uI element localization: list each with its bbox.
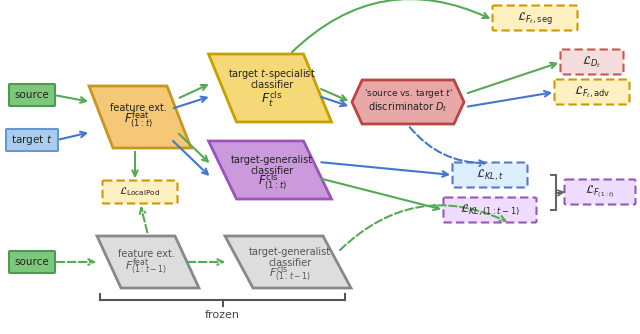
Text: $\mathcal{L}_{KL,t}$: $\mathcal{L}_{KL,t}$ (476, 167, 504, 183)
Polygon shape (89, 86, 191, 148)
Text: target-generalist: target-generalist (249, 247, 331, 257)
Text: target $t$-specialist: target $t$-specialist (228, 67, 316, 81)
FancyBboxPatch shape (102, 180, 177, 203)
Text: feature ext.: feature ext. (109, 103, 166, 113)
Text: classifier: classifier (250, 80, 294, 90)
Polygon shape (209, 54, 332, 122)
Text: $F_{(1:t-1)}^{\mathrm{cls}}$: $F_{(1:t-1)}^{\mathrm{cls}}$ (269, 264, 311, 284)
FancyBboxPatch shape (493, 5, 577, 30)
Text: $\mathcal{L}_{F_t,\mathrm{seg}}$: $\mathcal{L}_{F_t,\mathrm{seg}}$ (517, 10, 553, 26)
Text: $F_t^{\mathrm{cls}}$: $F_t^{\mathrm{cls}}$ (261, 89, 283, 109)
Polygon shape (352, 80, 464, 124)
Text: target-generalist: target-generalist (231, 155, 313, 165)
Text: $\mathcal{L}_{\mathrm{LocalPod}}$: $\mathcal{L}_{\mathrm{LocalPod}}$ (120, 186, 161, 198)
FancyBboxPatch shape (6, 129, 58, 151)
FancyBboxPatch shape (554, 79, 630, 105)
Text: $\mathcal{L}_{F_{(1:t)}}$: $\mathcal{L}_{F_{(1:t)}}$ (586, 183, 614, 200)
Text: classifier: classifier (268, 258, 312, 268)
Text: $\mathcal{L}_{F_t,\mathrm{adv}}$: $\mathcal{L}_{F_t,\mathrm{adv}}$ (573, 84, 611, 100)
FancyBboxPatch shape (452, 163, 527, 187)
FancyBboxPatch shape (444, 197, 536, 222)
Text: target $t$: target $t$ (12, 133, 52, 147)
Text: classifier: classifier (250, 166, 294, 176)
Text: source: source (15, 90, 49, 100)
Text: $F_{(1:t)}^{\mathrm{cls}}$: $F_{(1:t)}^{\mathrm{cls}}$ (257, 172, 287, 192)
Polygon shape (209, 141, 332, 199)
Text: $F_{(1:t-1)}^{\mathrm{feat}}$: $F_{(1:t-1)}^{\mathrm{feat}}$ (125, 257, 167, 277)
Text: discriminator $D_t$: discriminator $D_t$ (368, 100, 448, 114)
Text: 'source vs. target $t$': 'source vs. target $t$' (364, 88, 452, 101)
Polygon shape (97, 236, 199, 288)
Text: source: source (15, 257, 49, 267)
FancyBboxPatch shape (9, 251, 55, 273)
FancyBboxPatch shape (9, 84, 55, 106)
Text: $F_{(1:t)}^{\mathrm{feat}}$: $F_{(1:t)}^{\mathrm{feat}}$ (124, 110, 152, 130)
FancyBboxPatch shape (564, 179, 636, 204)
FancyBboxPatch shape (561, 49, 623, 74)
Text: frozen: frozen (205, 310, 240, 320)
Text: $\mathcal{L}_{D_t}$: $\mathcal{L}_{D_t}$ (582, 54, 602, 70)
Text: feature ext.: feature ext. (118, 249, 175, 259)
Polygon shape (225, 236, 351, 288)
Text: $\mathcal{L}_{KL,(1:t-1)}$: $\mathcal{L}_{KL,(1:t-1)}$ (460, 202, 520, 218)
